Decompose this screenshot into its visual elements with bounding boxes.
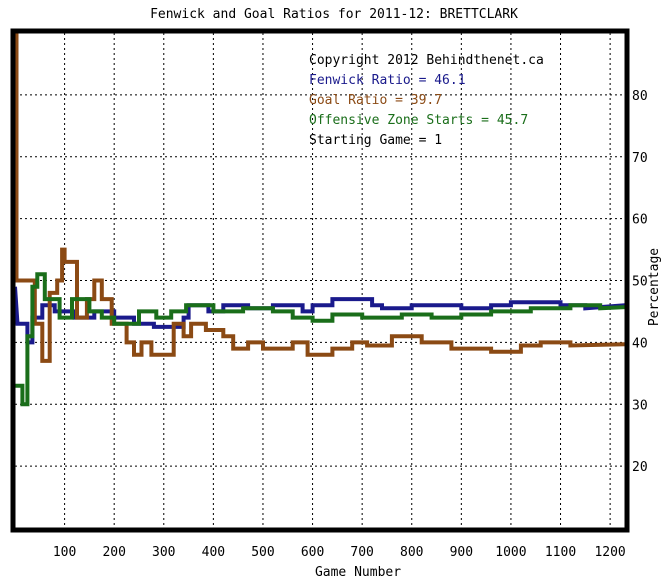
y-axis-label: Percentage <box>647 248 662 326</box>
chart-title: Fenwick and Goal Ratios for 2011-12: BRE… <box>150 7 518 22</box>
x-tick-label: 500 <box>251 545 274 560</box>
x-tick-label: 700 <box>350 545 373 560</box>
series-layer <box>13 31 626 407</box>
x-tick-label: 1000 <box>495 545 526 560</box>
x-tick-label: 200 <box>102 545 125 560</box>
y-tick-label: 30 <box>632 398 648 413</box>
y-axis-ticks: 20 30 40 50 60 70 80 <box>632 89 648 475</box>
legend-entry: Goal Ratio = 39.7 <box>309 93 442 108</box>
y-tick-label: 80 <box>632 89 648 104</box>
y-tick-label: 70 <box>632 151 648 166</box>
legend-entry: Starting Game = 1 <box>309 133 442 148</box>
x-tick-label: 100 <box>53 545 76 560</box>
x-tick-label: 1100 <box>545 545 576 560</box>
x-tick-label: 300 <box>152 545 175 560</box>
x-tick-label: 900 <box>450 545 473 560</box>
y-tick-label: 40 <box>632 336 648 351</box>
legend-entry: Offensive Zone Starts = 45.7 <box>309 113 528 128</box>
x-tick-label: 400 <box>202 545 225 560</box>
x-tick-label: 600 <box>301 545 324 560</box>
legend-entry: Copyright 2012 Behindthenet.ca <box>309 53 544 68</box>
series-line-fenwick-ratio <box>13 286 626 345</box>
plot-frame <box>10 28 630 533</box>
x-axis-label: Game Number <box>315 565 401 580</box>
series-line-offensive-zone-starts <box>15 272 626 407</box>
x-tick-label: 1200 <box>594 545 625 560</box>
legend-entry: Fenwick Ratio = 46.1 <box>309 73 466 88</box>
y-tick-label: 20 <box>632 460 648 475</box>
y-tick-label: 60 <box>632 213 648 228</box>
x-tick-label: 800 <box>400 545 423 560</box>
series-line-goal-ratio <box>14 31 626 363</box>
y-tick-label: 50 <box>632 275 648 290</box>
grid <box>15 33 625 528</box>
legend: Copyright 2012 Behindthenet.ca Fenwick Ra… <box>309 53 544 148</box>
x-axis-ticks: 100 200 300 400 500 600 700 800 900 1000 1100 1200 <box>53 545 626 560</box>
